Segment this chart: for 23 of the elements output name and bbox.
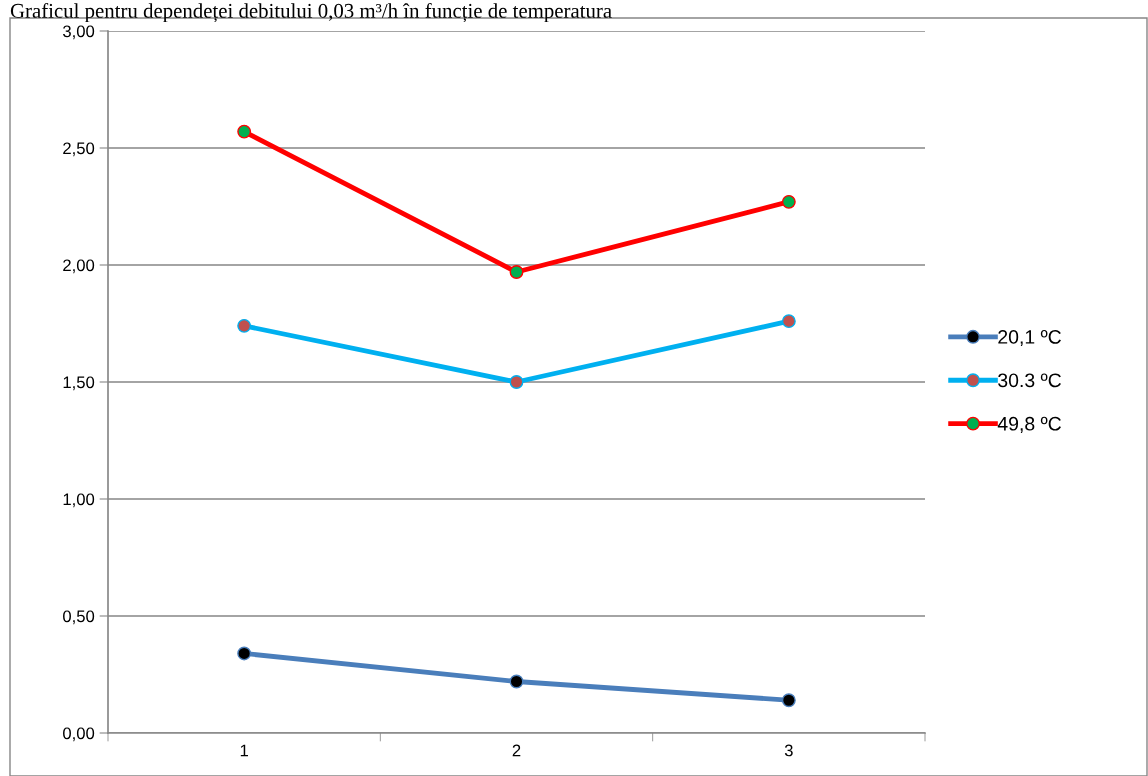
x-tick-label: 1 (240, 744, 248, 757)
point (781, 314, 796, 329)
y-tick-label: 3,00 (63, 25, 95, 40)
point (781, 693, 796, 708)
legend-label: 30.3 ºC (998, 373, 1061, 388)
point (509, 265, 524, 279)
point (509, 375, 524, 389)
chart-title: Graficul pentru dependeței debitului 0,03 m³/h în funcție de temperatura (10, 3, 612, 23)
y-tick-label: 1,00 (63, 493, 95, 508)
point (237, 318, 252, 333)
legend-label: 49,8 ºC (997, 416, 1061, 433)
point (237, 124, 252, 139)
y-tick-label: 0,00 (63, 727, 95, 742)
y-tick-label: 2,00 (63, 259, 95, 274)
y-tick-label: 2,50 (63, 142, 95, 157)
point (509, 674, 524, 689)
y-tick-label: 1,50 (63, 376, 95, 391)
legend-label: 20,1 ºC (998, 330, 1061, 347)
point (781, 194, 796, 209)
y-tick-label: 0,50 (63, 610, 95, 625)
point (237, 646, 252, 661)
x-tick-label: 3 (784, 744, 793, 757)
x-tick-label: 2 (512, 744, 521, 757)
